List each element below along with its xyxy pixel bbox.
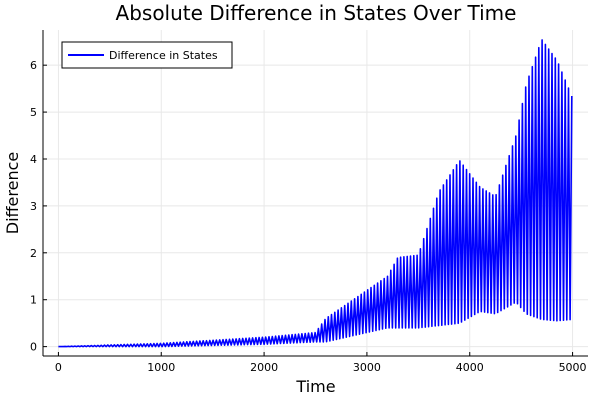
- legend-entry: Difference in States: [109, 49, 218, 62]
- x-tick-label: 4000: [456, 361, 484, 374]
- y-axis-label: Difference: [3, 152, 22, 234]
- x-tick-label: 1000: [147, 361, 175, 374]
- x-tick-label: 3000: [353, 361, 381, 374]
- y-tick-label: 2: [30, 247, 37, 260]
- x-tick-label: 0: [55, 361, 62, 374]
- axes: 0 1000 2000 3000 4000 5000 0 1 2 3 4 5 6: [30, 30, 588, 374]
- y-tick-label: 4: [30, 153, 37, 166]
- y-tick-label: 5: [30, 106, 37, 119]
- x-axis-label: Time: [295, 377, 335, 396]
- y-tick-label: 6: [30, 59, 37, 72]
- chart-title: Absolute Difference in States Over Time: [116, 1, 517, 25]
- y-tick-label: 3: [30, 200, 37, 213]
- legend: Difference in States: [61, 41, 233, 69]
- series-line-difference-in-states: [58, 39, 573, 348]
- x-tick-label: 5000: [559, 361, 587, 374]
- y-tick-label: 1: [30, 294, 37, 307]
- y-tick-label: 0: [30, 341, 37, 354]
- x-tick-label: 2000: [250, 361, 278, 374]
- series-group: [58, 39, 573, 348]
